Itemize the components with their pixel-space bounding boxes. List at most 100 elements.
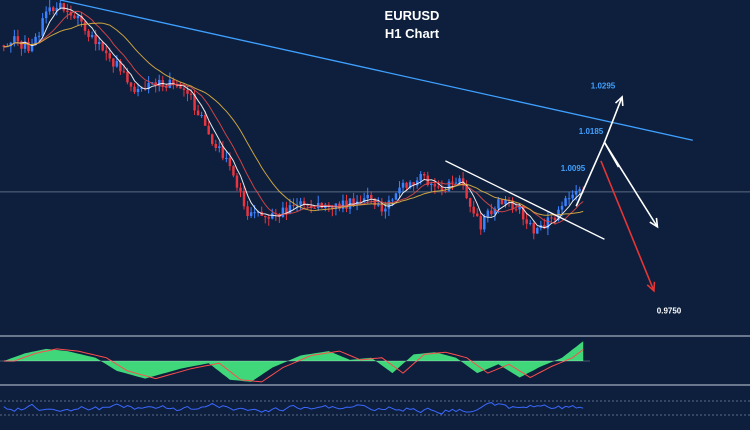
candle-body [112,58,115,67]
candle-body [2,45,6,47]
candle [486,208,490,223]
candle-body [23,41,27,49]
candle-body [362,198,366,202]
candle-body [207,125,210,135]
candle-body [475,213,479,217]
candle [225,151,228,163]
candle [51,5,55,15]
candle-body [76,15,80,19]
candle-body [532,222,536,234]
candle [483,214,486,233]
candle [567,191,571,205]
candle-body [242,191,246,207]
candle-body [394,193,398,200]
candle [292,198,295,211]
candle-body [108,53,112,59]
candle-body [239,187,242,192]
candle-body [189,93,193,95]
candle-body [514,209,518,211]
candle-body [214,143,218,148]
moving-average-line [3,22,584,216]
candle-body [490,210,493,215]
candle-body [430,183,433,186]
candle-body [41,18,44,36]
candle-body [401,182,405,188]
candle-body [136,88,140,93]
oscillator-histogram [3,341,584,382]
candle [13,29,16,47]
candle-body [419,173,422,181]
candle-body [66,10,69,13]
candle [422,172,426,181]
candle [500,198,504,205]
candle-body [267,217,271,219]
candle-body [415,180,419,186]
candle [115,55,119,68]
candle-body [228,157,232,167]
candle [203,110,207,126]
candle-body [225,157,228,159]
candle [437,180,440,190]
candle [532,220,536,240]
candle [136,83,140,97]
candle [76,14,80,26]
candle-body [172,79,175,85]
candle-body [288,205,292,214]
candle-body [48,7,51,12]
candle-body [87,30,90,37]
candle-body [126,71,129,83]
candle-body [422,173,426,176]
candle-body [373,198,377,206]
candle [55,2,59,16]
candle-body [578,189,581,192]
candle [380,198,384,216]
candle-body [200,115,203,117]
candle-body [59,3,62,8]
candle-body [366,195,369,199]
candle-body [292,205,295,207]
candle-body [193,94,196,111]
candle-body [179,86,182,89]
candle [112,57,115,73]
trendline [60,0,693,141]
candle-body [493,208,497,215]
candle [271,208,274,220]
candle-body [129,82,133,87]
candle-body [454,182,458,184]
candle-body [553,217,557,220]
candle [415,177,419,189]
candle-body [44,11,48,19]
candle-body [486,210,490,217]
projection-arrow-breakout-reversal [575,140,659,229]
candle-body [83,21,87,31]
candle [207,121,210,135]
price-label-1-0185: 1.0185 [579,127,604,136]
candle-body [9,42,13,47]
candle [157,74,161,92]
candle-body [302,201,306,205]
candle [83,20,87,35]
candle [472,200,475,218]
candle-body [16,36,20,42]
candle-body [500,199,504,205]
candle [87,29,90,42]
candle-body [218,146,221,148]
candle-body [182,88,186,90]
candle-body [391,199,394,201]
candle-body [115,61,119,67]
candle-body [249,212,253,217]
trendline [445,160,605,240]
candle [242,185,246,210]
price-label-1-0095: 1.0095 [561,164,586,173]
candle-body [140,88,143,90]
candle [90,31,94,39]
candle-body [433,183,437,187]
candle-body [543,225,546,229]
price-label-0-9750: 0.9750 [657,306,682,315]
candle [475,208,479,217]
candle-body [497,199,500,209]
candle-body [80,15,83,22]
candle [398,181,401,199]
candle-body [119,61,122,72]
